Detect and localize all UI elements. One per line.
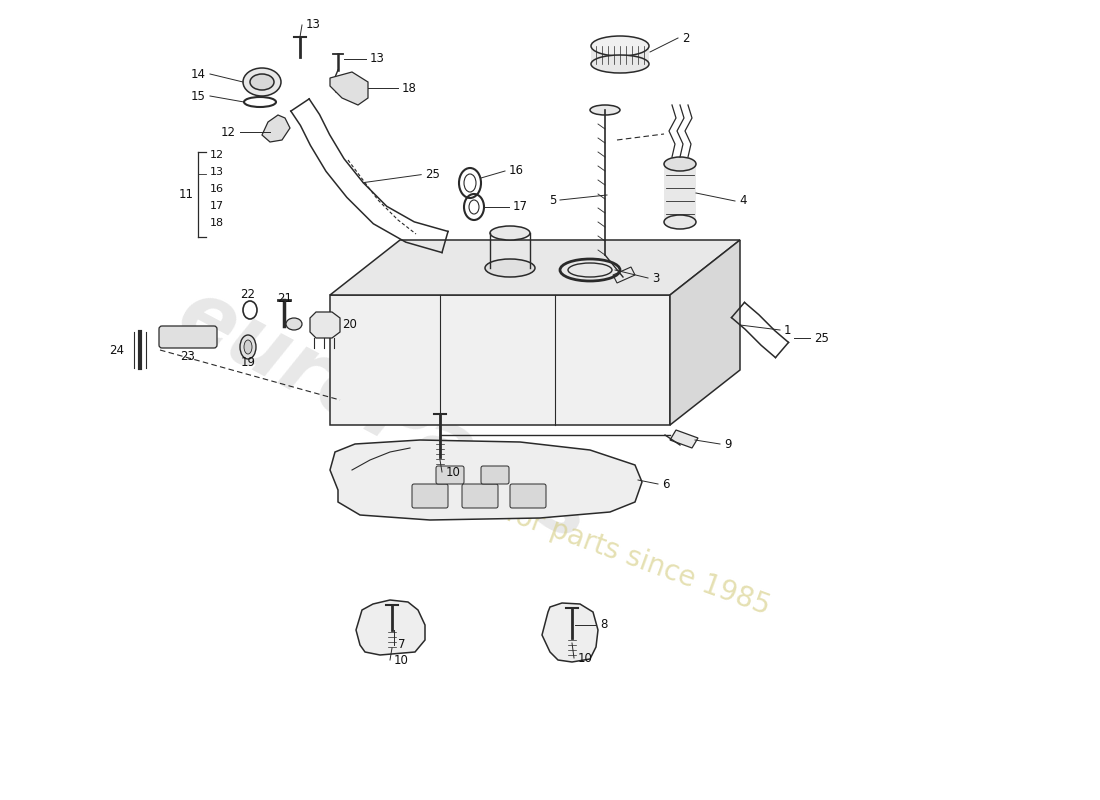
Polygon shape	[670, 240, 740, 425]
Ellipse shape	[243, 68, 280, 96]
Ellipse shape	[244, 340, 252, 354]
Text: 17: 17	[513, 201, 528, 214]
Polygon shape	[330, 295, 670, 425]
Text: 10: 10	[578, 651, 593, 665]
Ellipse shape	[590, 105, 620, 115]
Text: 5: 5	[549, 194, 556, 206]
Text: 17: 17	[210, 201, 224, 211]
Text: 16: 16	[509, 165, 524, 178]
Text: 13: 13	[210, 167, 224, 177]
Polygon shape	[664, 164, 696, 222]
Text: 14: 14	[191, 67, 206, 81]
Polygon shape	[613, 267, 635, 283]
Text: 11: 11	[179, 189, 194, 202]
Text: 8: 8	[600, 618, 607, 631]
FancyBboxPatch shape	[412, 484, 448, 508]
Text: a passion for parts since 1985: a passion for parts since 1985	[370, 451, 774, 621]
FancyBboxPatch shape	[160, 326, 217, 348]
Text: 1: 1	[784, 323, 792, 337]
Text: 13: 13	[306, 18, 321, 31]
Text: 23: 23	[180, 350, 196, 363]
Text: euroParts: euroParts	[164, 273, 606, 559]
Polygon shape	[591, 46, 649, 64]
Text: 24: 24	[109, 343, 124, 357]
Polygon shape	[670, 430, 698, 448]
Polygon shape	[330, 72, 369, 105]
Text: 12: 12	[221, 126, 236, 138]
Ellipse shape	[250, 74, 274, 90]
Text: 2: 2	[682, 31, 690, 45]
Text: 20: 20	[342, 318, 356, 331]
Text: 25: 25	[814, 331, 829, 345]
Polygon shape	[330, 440, 642, 520]
Text: 16: 16	[210, 184, 224, 194]
Text: 7: 7	[398, 638, 406, 651]
Text: 6: 6	[662, 478, 670, 490]
FancyBboxPatch shape	[510, 484, 546, 508]
Polygon shape	[356, 600, 425, 655]
Text: 18: 18	[210, 218, 224, 228]
Polygon shape	[262, 115, 290, 142]
Polygon shape	[330, 240, 740, 295]
Text: 22: 22	[241, 289, 255, 302]
FancyBboxPatch shape	[481, 466, 509, 484]
Polygon shape	[310, 312, 340, 338]
Text: 12: 12	[210, 150, 224, 160]
Polygon shape	[542, 603, 598, 662]
Text: 25: 25	[426, 168, 440, 181]
Text: 3: 3	[652, 271, 659, 285]
Ellipse shape	[591, 36, 649, 56]
Ellipse shape	[490, 226, 530, 240]
Ellipse shape	[591, 55, 649, 73]
Ellipse shape	[286, 318, 302, 330]
Ellipse shape	[240, 335, 256, 359]
Text: 19: 19	[241, 355, 255, 369]
Text: 13: 13	[370, 53, 385, 66]
Ellipse shape	[664, 157, 696, 171]
FancyBboxPatch shape	[436, 466, 464, 484]
Ellipse shape	[485, 259, 535, 277]
Ellipse shape	[664, 215, 696, 229]
Text: 10: 10	[394, 654, 409, 666]
Text: 15: 15	[191, 90, 206, 102]
Text: 18: 18	[402, 82, 417, 94]
Text: 21: 21	[277, 291, 293, 305]
Text: 9: 9	[724, 438, 732, 450]
Text: 4: 4	[739, 194, 747, 207]
FancyBboxPatch shape	[462, 484, 498, 508]
Text: 10: 10	[446, 466, 461, 478]
